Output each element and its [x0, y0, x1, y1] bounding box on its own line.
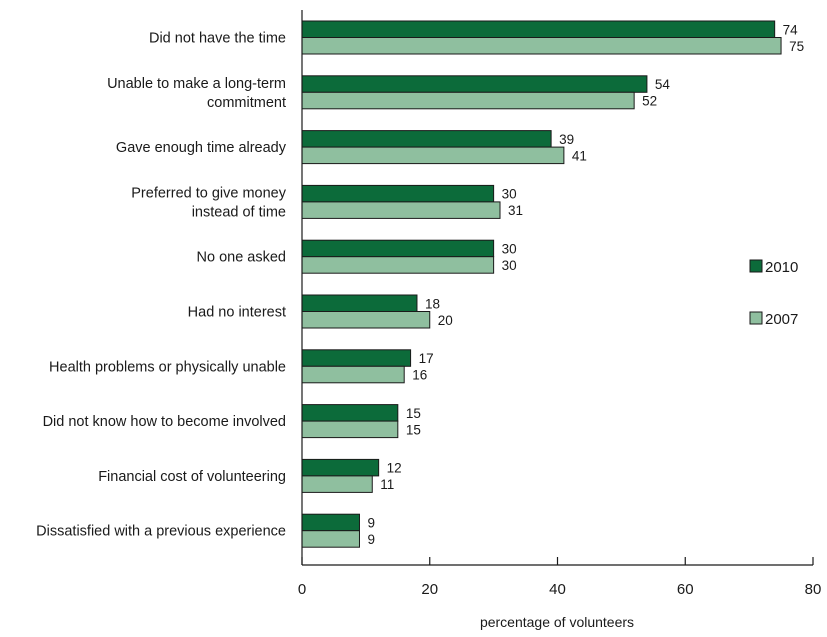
category-label-0: Did not have the time: [149, 31, 286, 47]
legend-label-2010: 2010: [765, 259, 798, 276]
bar-2010-8: [301, 458, 380, 477]
bar-2010-1: [301, 75, 648, 93]
legend-swatch-2007: [749, 311, 763, 325]
bar-2007-7: [301, 420, 399, 439]
bar-2007-1: [301, 91, 635, 110]
value-label-2010-4: 30: [502, 241, 517, 256]
x-tick-label-60: 60: [677, 581, 694, 598]
value-label-2007-4: 30: [502, 258, 517, 273]
bar-2007-2: [301, 146, 565, 165]
legend: 2010 2007: [749, 259, 798, 328]
bar-2010-7: [301, 404, 399, 422]
bar-2010-9: [301, 513, 360, 532]
value-label-2010-1: 54: [655, 77, 671, 92]
bars-layer: [301, 20, 782, 548]
bar-2007-3: [301, 201, 501, 219]
value-label-2010-7: 15: [406, 406, 421, 421]
category-label-9: Dissatisfied with a previous experience: [36, 524, 286, 540]
value-label-2010-8: 12: [387, 461, 402, 476]
category-label-5: Had no interest: [188, 305, 286, 321]
x-tick-label-40: 40: [549, 581, 566, 598]
x-tick-label-80: 80: [805, 581, 822, 598]
value-label-2010-0: 74: [783, 22, 799, 37]
bar-2007-0: [301, 37, 782, 55]
x-axis-title: percentage of volunteers: [480, 614, 634, 630]
legend-swatch-2010: [749, 259, 763, 273]
category-label-3-line-1: instead of time: [192, 204, 286, 220]
bar-2007-5: [301, 311, 431, 329]
category-label-3-line-0: Preferred to give money: [131, 185, 286, 201]
bar-2007-4: [301, 256, 495, 274]
bar-2007-8: [301, 475, 373, 493]
category-label-1-line-1: commitment: [207, 95, 286, 111]
value-label-2007-6: 16: [412, 368, 427, 383]
value-label-2007-9: 9: [367, 532, 375, 547]
bar-2010-3: [301, 184, 495, 203]
category-label-4: No one asked: [197, 250, 286, 266]
bar-2010-2: [301, 130, 552, 148]
category-label-2: Gave enough time already: [116, 140, 287, 156]
category-label-7: Did not know how to become involved: [43, 414, 286, 430]
value-label-2007-2: 41: [572, 148, 587, 163]
value-label-2007-3: 31: [508, 203, 523, 218]
bar-2010-6: [301, 349, 412, 367]
bar-2007-6: [301, 365, 405, 384]
axes: 0 20 40 60 80: [298, 10, 822, 598]
value-label-2010-9: 9: [367, 515, 375, 530]
bar-2010-0: [301, 20, 776, 38]
value-label-2010-5: 18: [425, 296, 440, 311]
value-label-2007-5: 20: [438, 313, 453, 328]
category-labels: Did not have the time Unable to make a lo…: [36, 31, 287, 540]
value-label-2007-1: 52: [642, 94, 657, 109]
bar-2007-9: [301, 530, 360, 548]
x-tick-label-0: 0: [298, 581, 306, 598]
category-label-6: Health problems or physically unable: [49, 359, 286, 375]
value-label-2007-0: 75: [789, 39, 804, 54]
value-label-2010-3: 30: [502, 187, 517, 202]
value-label-2010-2: 39: [559, 132, 574, 147]
bar-2010-4: [301, 239, 495, 258]
value-label-2007-8: 11: [380, 477, 394, 492]
value-label-2010-6: 17: [419, 351, 434, 366]
x-tick-label-20: 20: [421, 581, 438, 598]
bar-2010-5: [301, 294, 418, 312]
category-label-1-line-0: Unable to make a long-term: [107, 76, 286, 92]
value-label-2007-7: 15: [406, 422, 421, 437]
category-label-8: Financial cost of volunteering: [98, 469, 286, 485]
legend-label-2007: 2007: [765, 311, 798, 328]
